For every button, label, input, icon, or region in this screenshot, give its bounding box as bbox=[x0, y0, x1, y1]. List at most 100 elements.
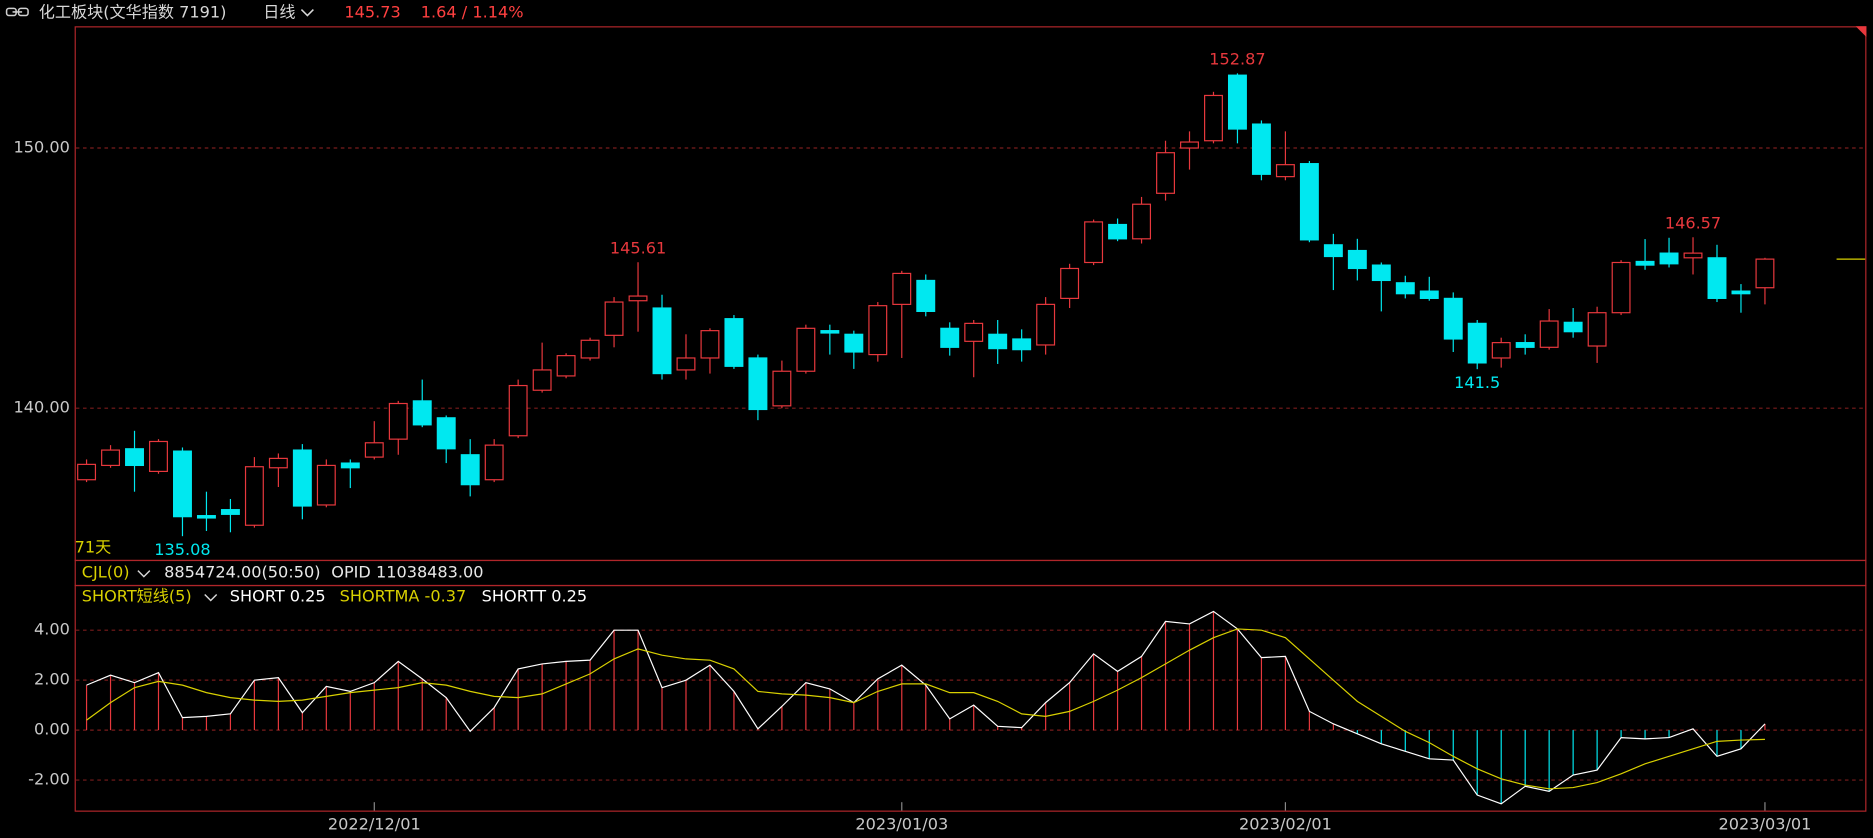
volume-title[interactable]: CJL(0) bbox=[82, 562, 130, 581]
candle bbox=[101, 445, 121, 468]
candle-body bbox=[628, 295, 648, 302]
candle bbox=[1659, 237, 1679, 268]
period-selector[interactable]: 日线 bbox=[263, 3, 295, 22]
candle-body bbox=[125, 448, 144, 467]
candle bbox=[1419, 276, 1439, 301]
candle bbox=[1204, 91, 1223, 144]
candle-body bbox=[1467, 322, 1487, 364]
candle-body bbox=[1395, 282, 1415, 295]
x-tick-label: 2023/02/01 bbox=[1239, 814, 1332, 833]
link-icon bbox=[5, 7, 29, 17]
candle bbox=[988, 319, 1008, 364]
candle bbox=[196, 491, 216, 531]
candle-body bbox=[676, 357, 696, 371]
candle bbox=[1323, 233, 1343, 291]
candle-body bbox=[1251, 123, 1271, 175]
candle bbox=[964, 319, 984, 378]
candle-body bbox=[1156, 152, 1175, 194]
candle bbox=[1132, 196, 1152, 244]
candle-body bbox=[460, 454, 480, 486]
candle bbox=[892, 270, 912, 358]
candle bbox=[1084, 219, 1104, 266]
candle bbox=[652, 294, 672, 380]
candle-body bbox=[508, 384, 528, 437]
indicator-panel bbox=[74, 584, 1867, 812]
candle-body bbox=[1539, 320, 1559, 348]
low-annotation: 135.08 bbox=[154, 540, 210, 559]
candle bbox=[484, 439, 504, 483]
candle-body bbox=[700, 330, 720, 359]
candle bbox=[724, 315, 744, 369]
candle bbox=[268, 453, 288, 488]
x-tick-label: 2023/01/03 bbox=[855, 814, 948, 833]
candle-body bbox=[1707, 257, 1727, 299]
candle bbox=[1467, 319, 1487, 370]
period-dropdown-arrow[interactable] bbox=[300, 9, 314, 17]
candle-body bbox=[340, 462, 360, 469]
candle-body bbox=[292, 449, 312, 507]
candle-body bbox=[1060, 267, 1080, 299]
high-annotation: 152.87 bbox=[1209, 50, 1265, 69]
indicator-title[interactable]: SHORT短线(5) bbox=[82, 586, 192, 605]
candle-body bbox=[988, 333, 1008, 350]
volume-dropdown-arrow[interactable] bbox=[137, 570, 151, 578]
candle-body bbox=[173, 450, 192, 518]
candle bbox=[532, 342, 552, 393]
legend-entry: SHORTT 0.25 bbox=[482, 586, 587, 605]
indicator-dropdown-arrow[interactable] bbox=[204, 593, 218, 602]
candle bbox=[149, 439, 168, 474]
candle bbox=[1563, 308, 1583, 338]
candle bbox=[1275, 131, 1295, 181]
candle-body bbox=[220, 509, 240, 515]
candle bbox=[1156, 140, 1175, 201]
candle bbox=[1251, 120, 1271, 181]
candle bbox=[436, 415, 456, 464]
candle-body bbox=[820, 330, 840, 334]
y-tick-label: -2.00 bbox=[28, 770, 70, 789]
candle bbox=[364, 421, 384, 460]
y-tick-label: 2.00 bbox=[34, 670, 70, 689]
candle bbox=[556, 353, 576, 379]
candle-body bbox=[149, 440, 168, 473]
candle bbox=[844, 330, 864, 369]
candle bbox=[220, 498, 240, 533]
candle bbox=[1036, 297, 1056, 355]
x-tick-label: 2023/03/01 bbox=[1719, 814, 1812, 833]
candle bbox=[676, 334, 696, 380]
candle bbox=[1227, 73, 1247, 144]
candle bbox=[292, 444, 312, 520]
candle-body bbox=[796, 327, 816, 372]
candle-body bbox=[1443, 297, 1463, 340]
candle-body bbox=[1347, 249, 1367, 270]
candle-body bbox=[436, 417, 456, 450]
y-tick-label: 140.00 bbox=[13, 398, 69, 417]
candle bbox=[820, 324, 840, 355]
candle bbox=[868, 302, 888, 362]
candle bbox=[1515, 334, 1535, 355]
candle-body bbox=[484, 444, 504, 481]
candle-body bbox=[1204, 94, 1223, 142]
candle bbox=[1395, 275, 1415, 299]
candle bbox=[1180, 131, 1199, 170]
candle bbox=[508, 379, 528, 439]
candle-body bbox=[1036, 303, 1056, 346]
candle bbox=[1443, 292, 1463, 352]
candle bbox=[1299, 161, 1319, 243]
candle bbox=[77, 459, 97, 483]
candle bbox=[1755, 257, 1775, 305]
candle bbox=[1060, 263, 1080, 309]
open-interest: OPID 11038483.00 bbox=[331, 562, 483, 581]
y-tick-label: 4.00 bbox=[34, 620, 70, 639]
candle-body bbox=[268, 457, 288, 469]
candle-body bbox=[1108, 223, 1128, 240]
candle-body bbox=[1227, 74, 1247, 130]
candle-body bbox=[1491, 342, 1511, 359]
candle bbox=[173, 447, 192, 537]
candle-body bbox=[1419, 290, 1439, 299]
candle-body bbox=[316, 464, 336, 506]
candle bbox=[748, 354, 768, 421]
candle bbox=[604, 297, 624, 348]
candle bbox=[772, 360, 792, 409]
high-annotation: 145.61 bbox=[610, 239, 666, 258]
